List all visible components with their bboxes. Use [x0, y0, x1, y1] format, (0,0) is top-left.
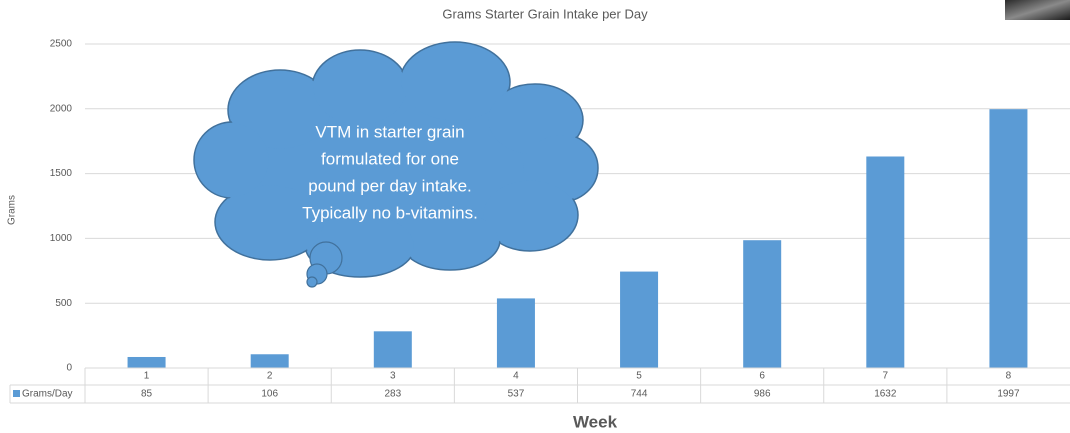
y-tick-label: 2000 [50, 103, 73, 114]
y-tick-label: 1000 [50, 233, 73, 244]
x-tick-label: 3 [390, 371, 396, 382]
cloud-bubble [307, 277, 317, 287]
y-tick-label: 0 [66, 363, 72, 374]
annotation-line: VTM in starter grain [315, 122, 464, 141]
x-tick-label: 5 [636, 371, 642, 382]
table-value: 1997 [997, 389, 1020, 400]
table-value: 1632 [874, 389, 897, 400]
annotation-line: formulated for one [321, 149, 459, 168]
x-tick-label: 2 [267, 371, 273, 382]
bar [497, 298, 535, 368]
x-axis-title: Week [573, 412, 618, 431]
chart: Grams Starter Grain Intake per Day Grams… [0, 0, 1070, 433]
table-value: 106 [261, 389, 278, 400]
bar [620, 272, 658, 368]
thought-cloud: VTM in starter grain formulated for one po… [194, 42, 598, 287]
bar [374, 331, 412, 368]
x-tick-label: 6 [759, 371, 765, 382]
x-tick-label: 7 [883, 371, 889, 382]
bar [128, 357, 166, 368]
bar [743, 240, 781, 368]
table-value: 744 [631, 389, 648, 400]
legend-key [13, 390, 20, 397]
cloud-fill [314, 52, 407, 125]
table-value: 537 [508, 389, 525, 400]
x-tick-label: 8 [1006, 371, 1012, 382]
annotation-line: Typically no b-vitamins. [302, 203, 478, 222]
table-value: 85 [141, 389, 153, 400]
y-tick-label: 500 [55, 298, 72, 309]
bar [866, 156, 904, 368]
table-value: 986 [754, 389, 771, 400]
y-tick-label: 1500 [50, 168, 73, 179]
x-tick-label: 4 [513, 371, 519, 382]
photo-thumbnail [1005, 0, 1070, 20]
chart-title: Grams Starter Grain Intake per Day [442, 6, 648, 21]
x-tick-label: 1 [144, 371, 150, 382]
table-value: 283 [384, 389, 401, 400]
y-axis-title: Grams [7, 195, 18, 225]
y-tick-label: 2500 [50, 39, 73, 50]
bar [251, 354, 289, 368]
cloud-fill [196, 124, 269, 197]
legend-label: Grams/Day [22, 389, 73, 400]
annotation-line: pound per day intake. [308, 176, 472, 195]
bar [989, 109, 1027, 368]
